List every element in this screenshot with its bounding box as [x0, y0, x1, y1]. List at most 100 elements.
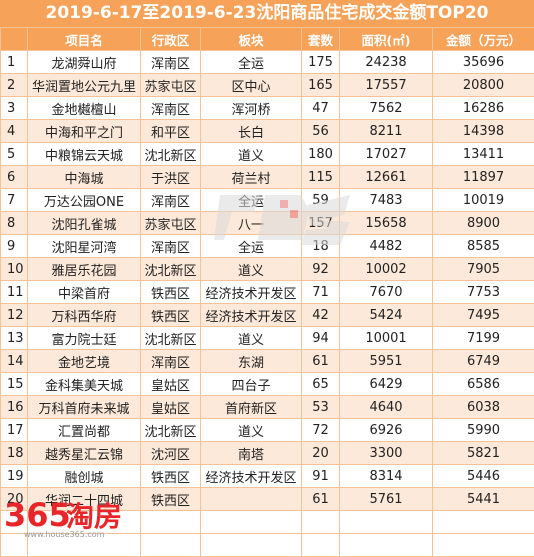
district-cell: 浑南区 [141, 51, 201, 74]
project-name-cell: 华润置地公元九里 [28, 74, 141, 97]
project-name-cell: 中粮锦云天城 [28, 143, 141, 166]
units-cell: 115 [302, 166, 340, 189]
empty-cell [141, 534, 201, 557]
area-cell: 24238 [340, 51, 433, 74]
project-name-cell: 中海和平之门 [28, 120, 141, 143]
page-title: 2019-6-17至2019-6-23沈阳商品住宅成交金额TOP20 [0, 0, 534, 27]
empty-cell [1, 534, 28, 557]
units-cell: 71 [302, 281, 340, 304]
area-cell: 15658 [340, 212, 433, 235]
block-cell: 经济技术开发区 [201, 281, 302, 304]
district-cell: 沈北新区 [141, 258, 201, 281]
block-cell: 长白 [201, 120, 302, 143]
rank-cell: 18 [1, 442, 28, 465]
empty-cell [201, 534, 302, 557]
empty-cell [141, 511, 201, 534]
units-cell: 61 [302, 350, 340, 373]
units-cell: 94 [302, 327, 340, 350]
rank-cell: 4 [1, 120, 28, 143]
block-cell: 经济技术开发区 [201, 304, 302, 327]
project-name-cell: 万科首府未来城 [28, 396, 141, 419]
units-cell: 165 [302, 74, 340, 97]
district-cell: 浑南区 [141, 350, 201, 373]
block-cell: 区中心 [201, 74, 302, 97]
amount-cell: 8585 [433, 235, 534, 258]
area-cell: 4640 [340, 396, 433, 419]
block-cell: 四台子 [201, 373, 302, 396]
rank-cell: 10 [1, 258, 28, 281]
area-cell: 7483 [340, 189, 433, 212]
col-header-project: 项目名 [28, 28, 141, 51]
district-cell: 苏家屯区 [141, 212, 201, 235]
district-cell: 铁西区 [141, 304, 201, 327]
empty-row [1, 534, 534, 557]
project-name-cell: 万达公园ONE [28, 189, 141, 212]
units-cell: 175 [302, 51, 340, 74]
page: 2019-6-17至2019-6-23沈阳商品住宅成交金额TOP20 项目名 行… [0, 0, 534, 543]
rank-cell: 14 [1, 350, 28, 373]
area-cell: 7670 [340, 281, 433, 304]
project-name-cell: 金科集美天城 [28, 373, 141, 396]
empty-cell [28, 534, 141, 557]
rank-cell: 3 [1, 97, 28, 120]
amount-cell: 6038 [433, 396, 534, 419]
units-cell: 18 [302, 235, 340, 258]
area-cell: 3300 [340, 442, 433, 465]
empty-cell [340, 534, 433, 557]
block-cell [201, 488, 302, 511]
project-name-cell: 中海城 [28, 166, 141, 189]
district-cell: 沈北新区 [141, 327, 201, 350]
block-cell: 首府新区 [201, 396, 302, 419]
project-name-cell: 沈阳孔雀城 [28, 212, 141, 235]
area-cell: 6926 [340, 419, 433, 442]
col-header-rank [1, 28, 28, 51]
rank-cell: 16 [1, 396, 28, 419]
amount-cell: 6749 [433, 350, 534, 373]
project-name-cell: 金地艺境 [28, 350, 141, 373]
rank-cell: 5 [1, 143, 28, 166]
project-name-cell: 越秀星汇云锦 [28, 442, 141, 465]
area-cell: 6429 [340, 373, 433, 396]
project-name-cell: 汇置尚都 [28, 419, 141, 442]
area-cell: 10001 [340, 327, 433, 350]
district-cell: 皇姑区 [141, 396, 201, 419]
rank-cell: 13 [1, 327, 28, 350]
units-cell: 91 [302, 465, 340, 488]
empty-cell [433, 534, 534, 557]
area-cell: 5424 [340, 304, 433, 327]
project-name-cell: 富力院士廷 [28, 327, 141, 350]
area-cell: 8314 [340, 465, 433, 488]
amount-cell: 6586 [433, 373, 534, 396]
rank-cell: 8 [1, 212, 28, 235]
district-cell: 沈河区 [141, 442, 201, 465]
district-cell: 浑南区 [141, 97, 201, 120]
col-header-units: 套数 [302, 28, 340, 51]
rank-cell: 9 [1, 235, 28, 258]
amount-cell: 5441 [433, 488, 534, 511]
col-header-block: 板块 [201, 28, 302, 51]
units-cell: 20 [302, 442, 340, 465]
units-cell: 56 [302, 120, 340, 143]
district-cell: 浑南区 [141, 189, 201, 212]
col-header-area: 面积(㎡) [340, 28, 433, 51]
amount-cell: 5990 [433, 419, 534, 442]
area-cell: 4482 [340, 235, 433, 258]
district-cell: 和平区 [141, 120, 201, 143]
amount-cell: 7495 [433, 304, 534, 327]
project-name-cell: 金地樾檀山 [28, 97, 141, 120]
district-cell: 铁西区 [141, 465, 201, 488]
rank-cell: 2 [1, 74, 28, 97]
project-name-cell: 融创城 [28, 465, 141, 488]
